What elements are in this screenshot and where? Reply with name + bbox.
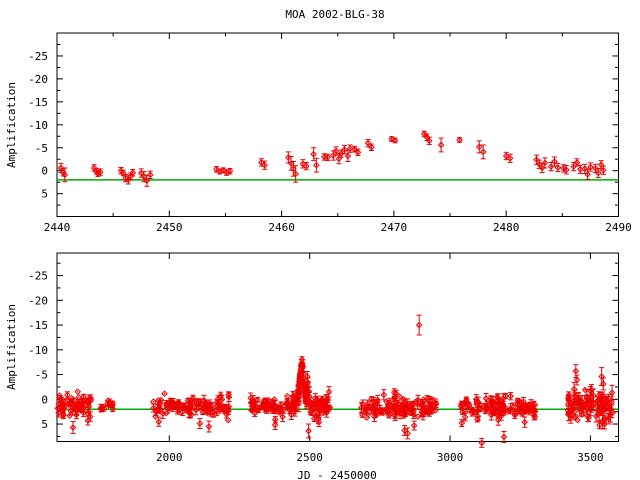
bottom-y-axis-label: Amplification — [5, 304, 18, 390]
x-tick-label: 2490 — [605, 221, 632, 234]
y-tick-label: -10 — [28, 344, 48, 357]
y-tick-label: 0 — [41, 165, 48, 178]
top-y-axis-label: Amplification — [5, 82, 18, 168]
y-tick-label: 5 — [41, 418, 48, 431]
y-tick-label: 5 — [41, 188, 48, 201]
x-tick-label: 2460 — [268, 221, 295, 234]
y-tick-label: 0 — [41, 393, 48, 406]
x-tick-label: 3000 — [437, 451, 464, 464]
bottom-panel: 2000 2500 3000 3500 -25 -20 -15 -10 -5 0 5 — [28, 252, 619, 464]
x-tick-label: 3500 — [577, 451, 604, 464]
y-tick-label: -5 — [35, 369, 48, 382]
x-tick-label: 2440 — [44, 221, 71, 234]
y-tick-label: -5 — [35, 142, 48, 155]
y-tick-label: -10 — [28, 119, 48, 132]
x-tick-label: 2470 — [381, 221, 408, 234]
chart-title: MOA 2002-BLG-38 — [285, 8, 384, 21]
x-tick-label: 2500 — [296, 451, 323, 464]
bottom-x-axis-label: JD - 2450000 — [297, 469, 376, 480]
y-tick-label: -25 — [28, 270, 48, 283]
y-tick-label: -20 — [28, 294, 48, 307]
x-tick-label: 2480 — [493, 221, 520, 234]
y-tick-label: -15 — [28, 96, 48, 109]
top-panel: 2440 2450 2460 2470 2480 2490 -25 -20 -15 -10 -5 0 5 — [28, 32, 632, 234]
y-tick-label: -20 — [28, 73, 48, 86]
x-tick-label: 2450 — [156, 221, 183, 234]
y-tick-label: -25 — [28, 50, 48, 63]
y-tick-label: -15 — [28, 319, 48, 332]
x-tick-label: 2000 — [156, 451, 183, 464]
